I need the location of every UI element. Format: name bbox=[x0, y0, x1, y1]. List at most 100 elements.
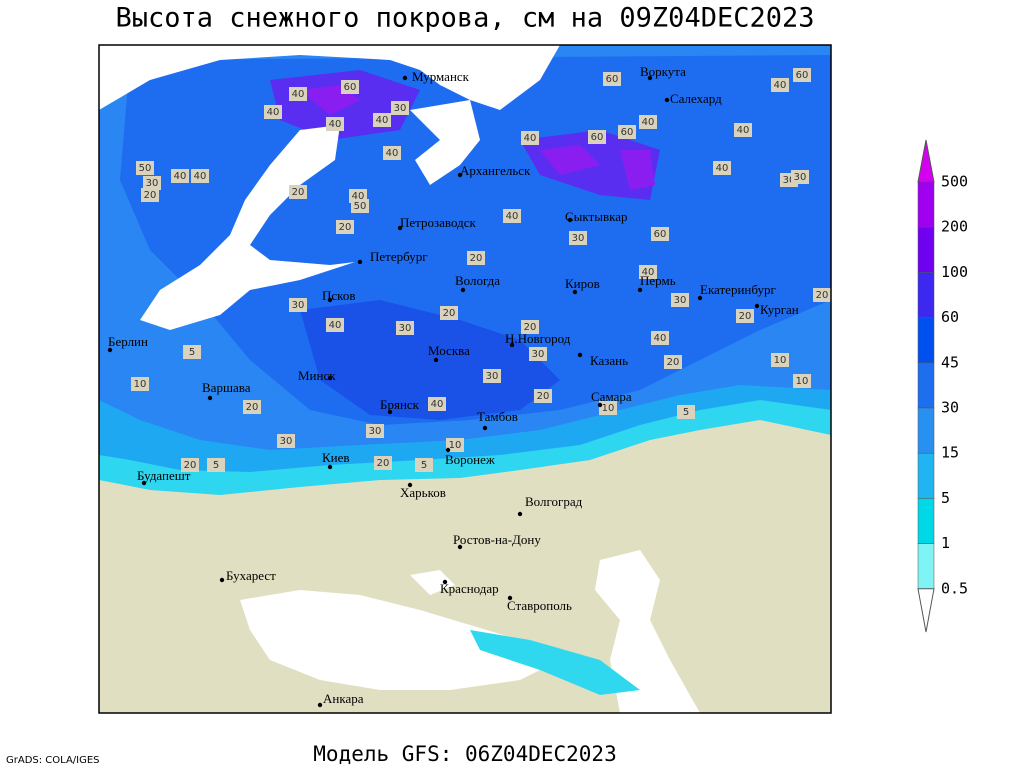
city-dot bbox=[482, 425, 488, 431]
colorbar-segment bbox=[917, 181, 935, 228]
colorbar-segment bbox=[917, 407, 935, 454]
colorbar-segment bbox=[917, 226, 935, 273]
contour-label: 60 bbox=[591, 132, 604, 143]
map-frame bbox=[98, 44, 832, 714]
city-label: Н.Новгород bbox=[505, 331, 571, 346]
contour-label: 60 bbox=[621, 127, 634, 138]
contour-label: 40 bbox=[386, 148, 399, 159]
city-dot bbox=[317, 702, 323, 708]
contour-label: 20 bbox=[339, 222, 352, 233]
contour-label-box bbox=[771, 353, 789, 367]
contour-label-box bbox=[736, 309, 754, 323]
city-dot bbox=[407, 482, 413, 488]
contour-label-box bbox=[521, 320, 539, 334]
contour-label: 30 bbox=[394, 103, 407, 114]
city-dot bbox=[577, 352, 583, 358]
model-caption: Модель GFS: 06Z04DEC2023 bbox=[313, 742, 616, 766]
contour-label-box bbox=[483, 369, 501, 383]
city-label: Воронеж bbox=[445, 452, 496, 467]
colorbar-bottom-arrow bbox=[917, 588, 935, 633]
colorbar-top-arrow bbox=[917, 139, 935, 183]
city-dot bbox=[567, 217, 573, 223]
contour-label: 30 bbox=[292, 300, 305, 311]
city-dot bbox=[207, 395, 213, 401]
contour-label: 30 bbox=[794, 172, 807, 183]
contour-label-box bbox=[467, 251, 485, 265]
colorbar-label: 1 bbox=[941, 534, 950, 552]
city-label: Варшава bbox=[202, 380, 251, 395]
contour-label-box bbox=[521, 131, 539, 145]
city-dot bbox=[387, 409, 393, 415]
city-dot bbox=[572, 289, 578, 295]
city-label: Минск bbox=[298, 368, 336, 383]
contour-label-box bbox=[373, 113, 391, 127]
contour-label: 20 bbox=[667, 357, 680, 368]
contour-label-box bbox=[171, 169, 189, 183]
legend: 500 200 100 60 45 30 15 5 1 0.5 bbox=[917, 139, 968, 633]
contour-label: 20 bbox=[144, 190, 157, 201]
caspian-sea bbox=[595, 550, 700, 713]
contour-label: 10 bbox=[134, 379, 147, 390]
contour-label: 30 bbox=[399, 323, 412, 334]
city-label: Сыктывкар bbox=[565, 209, 628, 224]
city-label: Пермь bbox=[640, 273, 676, 288]
city-label: Петербург bbox=[370, 249, 428, 264]
contour-label: 30 bbox=[369, 426, 382, 437]
colorbar-label: 30 bbox=[941, 399, 959, 417]
baltic-sea bbox=[140, 125, 355, 330]
contour-label: 20 bbox=[470, 253, 483, 264]
city-label: Псков bbox=[322, 288, 355, 303]
contour-label: 5 bbox=[421, 460, 427, 471]
contour-label-box bbox=[734, 123, 752, 137]
contour-label-box bbox=[603, 72, 621, 86]
contour-label-box bbox=[391, 101, 409, 115]
contour-label-box bbox=[639, 115, 657, 129]
contour-label: 40 bbox=[642, 267, 655, 278]
colorbar-label: 500 bbox=[941, 173, 968, 191]
contour-label-box bbox=[326, 117, 344, 131]
contour-label-box bbox=[793, 374, 811, 388]
city-dot bbox=[457, 544, 463, 550]
contour-label-box bbox=[793, 68, 811, 82]
contour-label: 40 bbox=[524, 133, 537, 144]
contour-label-box bbox=[289, 298, 307, 312]
city-dot bbox=[637, 287, 643, 293]
contour-label: 40 bbox=[737, 125, 750, 136]
contour-label-box bbox=[569, 231, 587, 245]
white-sea bbox=[410, 100, 480, 185]
city-label: Волгоград bbox=[525, 494, 583, 509]
snow-100cm bbox=[300, 85, 655, 190]
city-label: Будапешт bbox=[137, 468, 191, 483]
city-dot bbox=[460, 287, 466, 293]
contour-label-box bbox=[428, 397, 446, 411]
contour-label: 30 bbox=[532, 349, 545, 360]
city-label: Петрозаводск bbox=[400, 215, 476, 230]
colorbar-label: 0.5 bbox=[941, 579, 968, 597]
colorbar-segment bbox=[917, 543, 935, 590]
city-dot bbox=[445, 447, 451, 453]
contour-label-box bbox=[396, 321, 414, 335]
city-dot bbox=[597, 402, 603, 408]
city-dot bbox=[647, 75, 653, 81]
city-label: Киев bbox=[322, 450, 350, 465]
snow-45cm bbox=[300, 300, 560, 420]
contour-label: 20 bbox=[816, 290, 829, 301]
city-dot bbox=[327, 375, 333, 381]
city-label: Казань bbox=[590, 353, 628, 368]
contour-label: 20 bbox=[246, 402, 259, 413]
contour-label: 20 bbox=[537, 391, 550, 402]
city-dot bbox=[433, 357, 439, 363]
city-label: Берлин bbox=[108, 334, 148, 349]
contour-label-box bbox=[141, 188, 159, 202]
contour-label: 30 bbox=[572, 233, 585, 244]
contour-label-box bbox=[534, 389, 552, 403]
colorbar-label: 5 bbox=[941, 489, 950, 507]
barents-sea bbox=[99, 45, 560, 110]
colorbar-segment bbox=[917, 498, 935, 544]
city-label: Тамбов bbox=[477, 409, 518, 424]
contour-label: 40 bbox=[716, 163, 729, 174]
contour-label-box bbox=[326, 318, 344, 332]
contour-label: 60 bbox=[796, 70, 809, 81]
city-label: Брянск bbox=[380, 397, 420, 412]
city-dot bbox=[457, 172, 463, 178]
